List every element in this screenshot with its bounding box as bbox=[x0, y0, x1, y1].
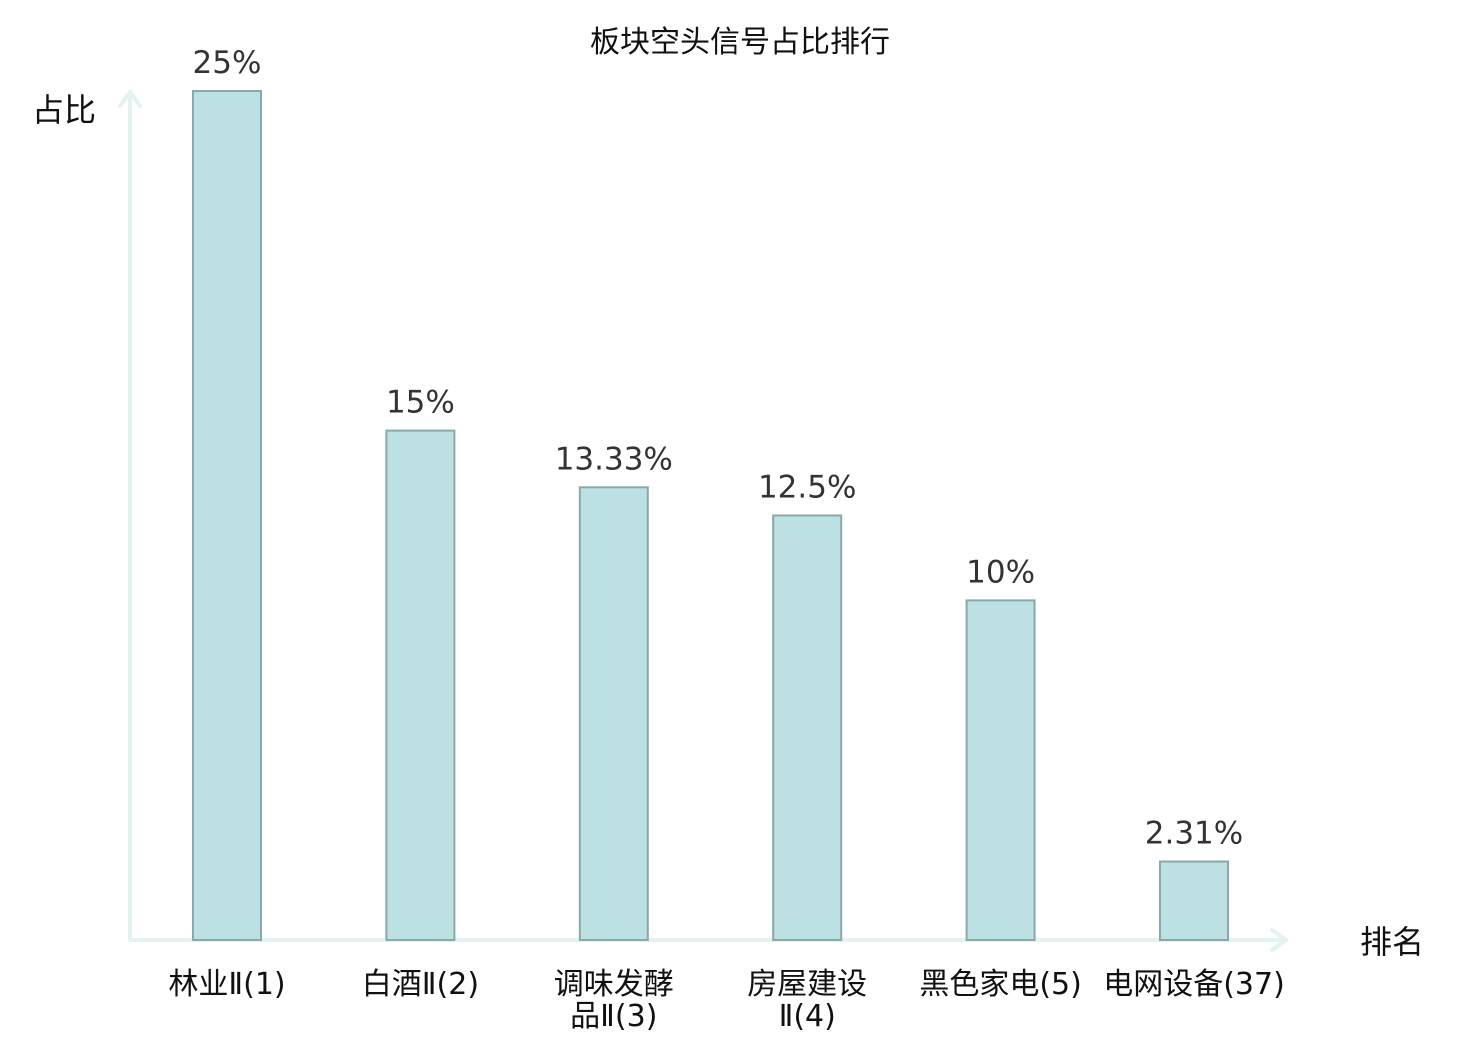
bar-4 bbox=[772, 514, 843, 941]
category-label-1: 林业Ⅱ(1) bbox=[168, 967, 285, 1002]
value-label-1: 25% bbox=[193, 45, 262, 81]
bar-6 bbox=[1159, 860, 1229, 942]
category-label-2: 白酒Ⅱ(2) bbox=[362, 967, 479, 1002]
value-label-2: 15% bbox=[386, 385, 455, 421]
category-label-3: 调味发酵品Ⅱ(3) bbox=[554, 967, 674, 1034]
value-label-3: 13.33% bbox=[555, 441, 673, 477]
bars-group bbox=[192, 90, 1229, 942]
y-axis bbox=[118, 90, 142, 942]
value-labels-group: 25% 15% 13.33% 12.5% 10% 2.31% bbox=[193, 45, 1244, 852]
category-label-4: 房屋建设 Ⅱ(4) bbox=[747, 967, 867, 1034]
x-axis bbox=[128, 928, 1288, 952]
value-label-4: 12.5% bbox=[758, 470, 856, 506]
value-label-5: 10% bbox=[966, 554, 1035, 590]
bar-1 bbox=[192, 90, 262, 941]
value-label-6: 2.31% bbox=[1145, 816, 1243, 852]
bar-3 bbox=[578, 486, 649, 941]
bar-2 bbox=[385, 429, 456, 941]
x-axis-arrow bbox=[1270, 928, 1288, 952]
chart-title: 板块空头信号占比排行 bbox=[590, 25, 890, 60]
x-axis-label: 排名 bbox=[1360, 923, 1424, 961]
category-label-5: 黑色家电(5) bbox=[919, 967, 1082, 1002]
category-label-6: 电网设备(37) bbox=[1103, 967, 1285, 1002]
y-axis-label: 占比 bbox=[32, 91, 96, 129]
category-labels-group: 林业Ⅱ(1) 白酒Ⅱ(2) 调味发酵品Ⅱ(3) 房屋建设 Ⅱ(4) 黑色家电(5) 电网设备… bbox=[168, 967, 1284, 1034]
bar-5 bbox=[965, 599, 1036, 942]
y-axis-arrow bbox=[118, 90, 142, 108]
